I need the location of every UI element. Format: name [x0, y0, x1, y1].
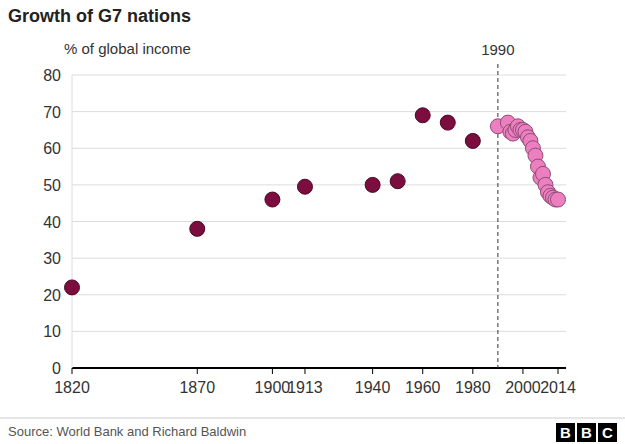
- logo-block: [556, 423, 575, 442]
- point: [415, 108, 430, 123]
- x-tick: [197, 368, 198, 374]
- grid-line: [72, 331, 566, 332]
- point: [365, 177, 380, 192]
- grid-line: [72, 294, 566, 295]
- x-tick: [272, 368, 273, 374]
- x-tick-label: 1960: [405, 379, 441, 396]
- point: [390, 174, 405, 189]
- logo-block: [598, 423, 617, 442]
- x-tick: [522, 368, 523, 374]
- logo-letter: B: [581, 424, 592, 441]
- y-tick-label: 60: [43, 140, 61, 157]
- y-tick-label: 10: [43, 323, 61, 340]
- grid-line: [72, 75, 566, 76]
- y-label: % of global income: [64, 40, 191, 57]
- x-tick-label: 1900: [255, 379, 291, 396]
- x-tick-label: 1820: [54, 379, 90, 396]
- grid-line: [72, 184, 566, 185]
- x-tick-label: 1940: [355, 379, 391, 396]
- x-tick: [372, 368, 373, 374]
- marks: [65, 108, 566, 295]
- footer-rule: [0, 418, 625, 419]
- x-tick-label: 1913: [287, 379, 323, 396]
- grid-line: [72, 148, 566, 149]
- logo-block: [577, 423, 596, 442]
- point: [551, 192, 566, 207]
- x-tick: [422, 368, 423, 374]
- grid-line: [72, 368, 566, 369]
- logo-letter: C: [602, 424, 613, 441]
- x-tick-label: 2000: [505, 379, 541, 396]
- point: [440, 115, 455, 130]
- annotation-line: [497, 64, 498, 368]
- x-tick: [558, 368, 559, 374]
- grid-line: [72, 221, 566, 222]
- x-tick: [72, 368, 73, 374]
- y-tick-label: 0: [52, 360, 61, 377]
- y-tick-label: 40: [43, 214, 61, 231]
- y-tick-label: 20: [43, 287, 61, 304]
- source: Source: World Bank and Richard Baldwin: [8, 424, 246, 439]
- x-tick: [472, 368, 473, 374]
- point: [190, 221, 205, 236]
- logo-letter: B: [560, 424, 571, 441]
- grid-line: [72, 111, 566, 112]
- point: [65, 280, 80, 295]
- x-axis: [72, 367, 566, 369]
- y-tick-label: 80: [43, 67, 61, 84]
- y-tick-label: 30: [43, 250, 61, 267]
- annotation-label: 1990: [481, 41, 514, 58]
- x-tick-label: 1980: [455, 379, 491, 396]
- x-tick: [304, 368, 305, 374]
- title: Growth of G7 nations: [8, 6, 191, 26]
- point: [465, 133, 480, 148]
- point: [297, 179, 312, 194]
- y-tick-label: 70: [43, 104, 61, 121]
- y-tick-label: 50: [43, 177, 61, 194]
- grid-line: [72, 258, 566, 259]
- chart: Growth of G7 nations % of global income 0 1…: [0, 0, 625, 444]
- logo: BBC: [556, 423, 617, 442]
- point: [265, 192, 280, 207]
- y-range-line: [72, 75, 73, 368]
- x-tick-label: 1870: [179, 379, 215, 396]
- x-tick-label: 2014: [540, 379, 576, 396]
